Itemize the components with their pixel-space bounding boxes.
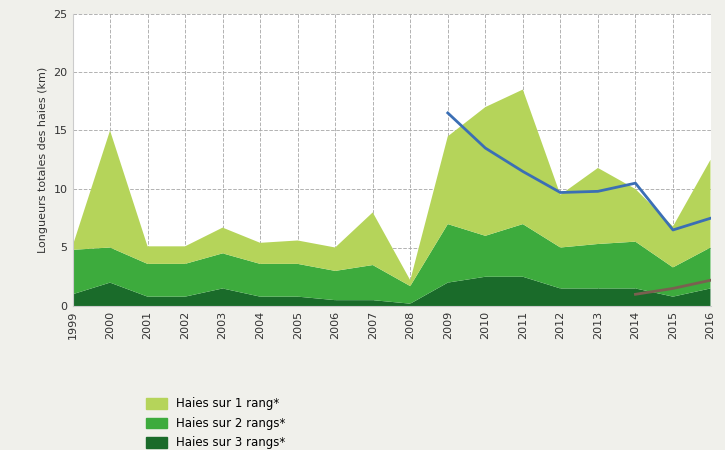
- Y-axis label: Longueurs totales des haies (km): Longueurs totales des haies (km): [38, 67, 48, 253]
- Legend: Haies sur 1 rang*, Haies sur 2 rangs*, Haies sur 3 rangs*, Haies tous rangs conf: Haies sur 1 rang*, Haies sur 2 rangs*, H…: [142, 394, 405, 450]
